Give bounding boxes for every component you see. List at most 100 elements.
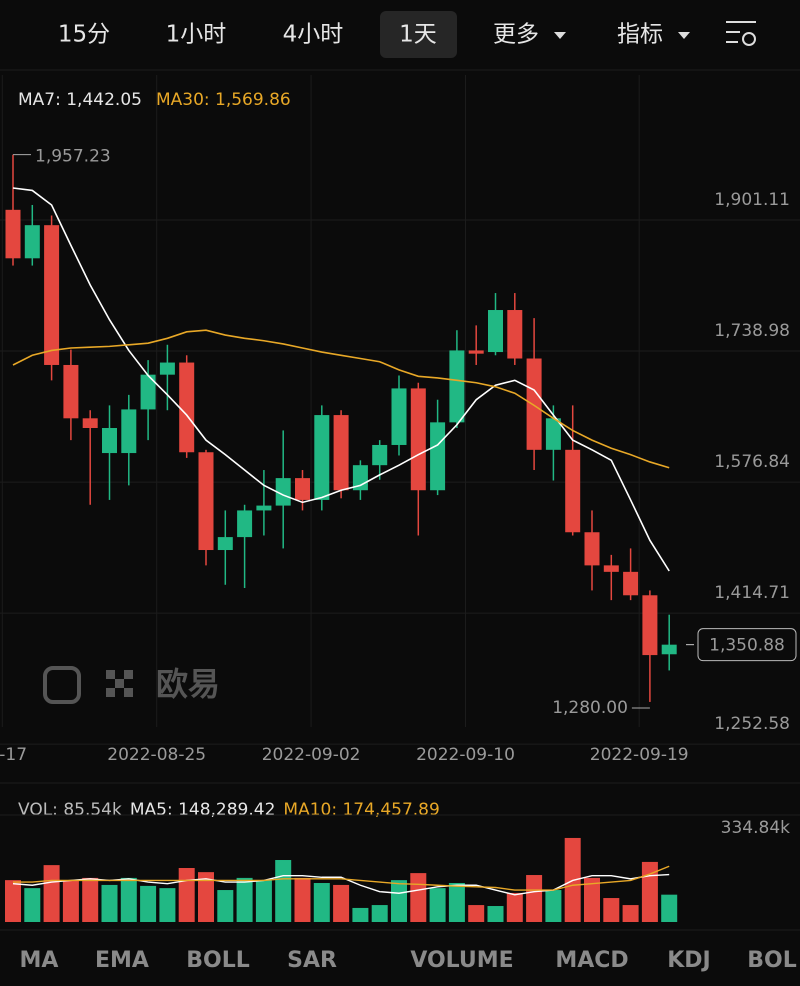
indicator-tab[interactable]: KDJ xyxy=(667,948,711,973)
price-box xyxy=(697,628,797,662)
volume-bar xyxy=(275,860,292,922)
volume-bar xyxy=(333,884,350,922)
volume-bar xyxy=(352,907,369,922)
candle-body xyxy=(121,409,137,454)
price-label: 1,350.88 xyxy=(709,636,785,656)
volume-bar xyxy=(468,905,485,922)
volume-bar xyxy=(526,875,543,922)
candle-body xyxy=(140,374,156,410)
volume-bar xyxy=(622,905,639,922)
candle-body xyxy=(159,362,175,375)
dropdown-arrow xyxy=(554,32,566,39)
y-tick-label: 1,576.84 xyxy=(714,452,790,472)
volume-bar xyxy=(159,888,176,922)
volume-bar xyxy=(429,888,446,922)
candle-body xyxy=(333,415,349,491)
candle-body xyxy=(545,418,561,450)
candle-body xyxy=(468,350,484,354)
candle-body xyxy=(63,364,79,419)
low-label: 1,280.00 xyxy=(552,698,628,718)
volume-bar xyxy=(62,880,79,922)
y-tick-label: 1,901.11 xyxy=(714,190,790,210)
volume-bar xyxy=(603,898,620,922)
indicator-tab[interactable]: SAR xyxy=(287,948,337,973)
volume-bar xyxy=(448,883,465,922)
candle-body xyxy=(44,225,60,365)
candle-body xyxy=(584,532,600,566)
candle-body xyxy=(275,478,291,506)
volume-bar xyxy=(487,906,504,922)
volume-bar xyxy=(641,861,658,922)
high-label: 1,957.23 xyxy=(35,147,111,167)
candle-body xyxy=(449,350,465,423)
candle-body xyxy=(5,209,21,259)
volume-ma-line xyxy=(12,873,670,896)
volume-bar xyxy=(236,877,253,922)
x-tick-label: 08-17 xyxy=(0,745,27,765)
ma-line xyxy=(12,187,670,572)
candle-body xyxy=(526,358,542,450)
candle-body xyxy=(256,505,272,511)
indicator-tab[interactable]: BOL xyxy=(747,948,797,973)
tab[interactable]: 指标 xyxy=(617,22,663,48)
legend-entry: MA10: 174,457.89 xyxy=(283,800,439,820)
selected-tab-bg xyxy=(380,11,457,58)
volume-bar xyxy=(217,890,234,922)
candle-body xyxy=(507,310,523,359)
candle-body xyxy=(642,595,658,656)
indicator-tab[interactable]: VOLUME xyxy=(410,948,513,973)
candle-body xyxy=(314,415,330,500)
tab[interactable]: 15分 xyxy=(58,22,110,48)
tab[interactable]: 更多 xyxy=(493,22,539,48)
volume-bar xyxy=(43,865,60,922)
volume-bar xyxy=(506,892,523,922)
candle-body xyxy=(603,565,619,572)
legend-entry: MA5: 148,289.42 xyxy=(130,800,276,820)
candle-body xyxy=(24,225,40,259)
volume-bar xyxy=(101,884,118,922)
watermark-logo xyxy=(43,666,133,704)
indicator-tab[interactable]: BOLL xyxy=(186,948,250,973)
ma-line xyxy=(12,329,670,469)
volume-bar xyxy=(255,880,272,922)
volume-bar xyxy=(178,867,195,922)
candle-body xyxy=(372,444,388,466)
tab[interactable]: 4小时 xyxy=(283,22,344,48)
legend-entry: MA7: 1,442.05 xyxy=(18,90,142,110)
candle-body xyxy=(179,362,195,453)
indicator-tab[interactable]: MA xyxy=(20,948,59,973)
candle-body xyxy=(661,644,677,655)
candle-body xyxy=(430,422,446,491)
volume-bar xyxy=(661,894,678,922)
volume-bar xyxy=(313,883,330,922)
volume-bar xyxy=(410,873,427,922)
candle-body xyxy=(565,449,581,533)
candle-body xyxy=(237,510,253,538)
volume-bar xyxy=(82,877,99,922)
candle-body xyxy=(198,452,214,551)
volume-bar xyxy=(140,885,157,922)
volume-bar xyxy=(294,877,311,922)
candle-body xyxy=(217,537,233,551)
candle-body xyxy=(102,428,117,454)
x-tick-label: 2022-08-25 xyxy=(107,745,206,765)
volume-bar xyxy=(198,872,214,922)
candle-body xyxy=(488,310,503,353)
legend-entry: MA30: 1,569.86 xyxy=(156,90,291,110)
volume-bar xyxy=(391,880,407,922)
dropdown-arrow xyxy=(678,32,690,39)
indicator-tab[interactable]: EMA xyxy=(95,948,149,973)
indicator-tab[interactable]: MACD xyxy=(555,948,628,973)
x-tick-label: 2022-09-10 xyxy=(416,745,515,765)
y-tick-label: 1,414.71 xyxy=(714,583,790,603)
tab[interactable]: 1小时 xyxy=(166,22,227,48)
volume-bar xyxy=(371,905,388,922)
tab[interactable]: 1天 xyxy=(399,22,437,48)
volume-bar xyxy=(584,877,600,922)
x-tick-label: 2022-09-19 xyxy=(590,745,689,765)
volume-bar xyxy=(120,877,137,922)
y-tick-label: 1,252.58 xyxy=(714,714,790,734)
volume-bar xyxy=(5,880,21,922)
settings-icon[interactable] xyxy=(726,21,756,46)
